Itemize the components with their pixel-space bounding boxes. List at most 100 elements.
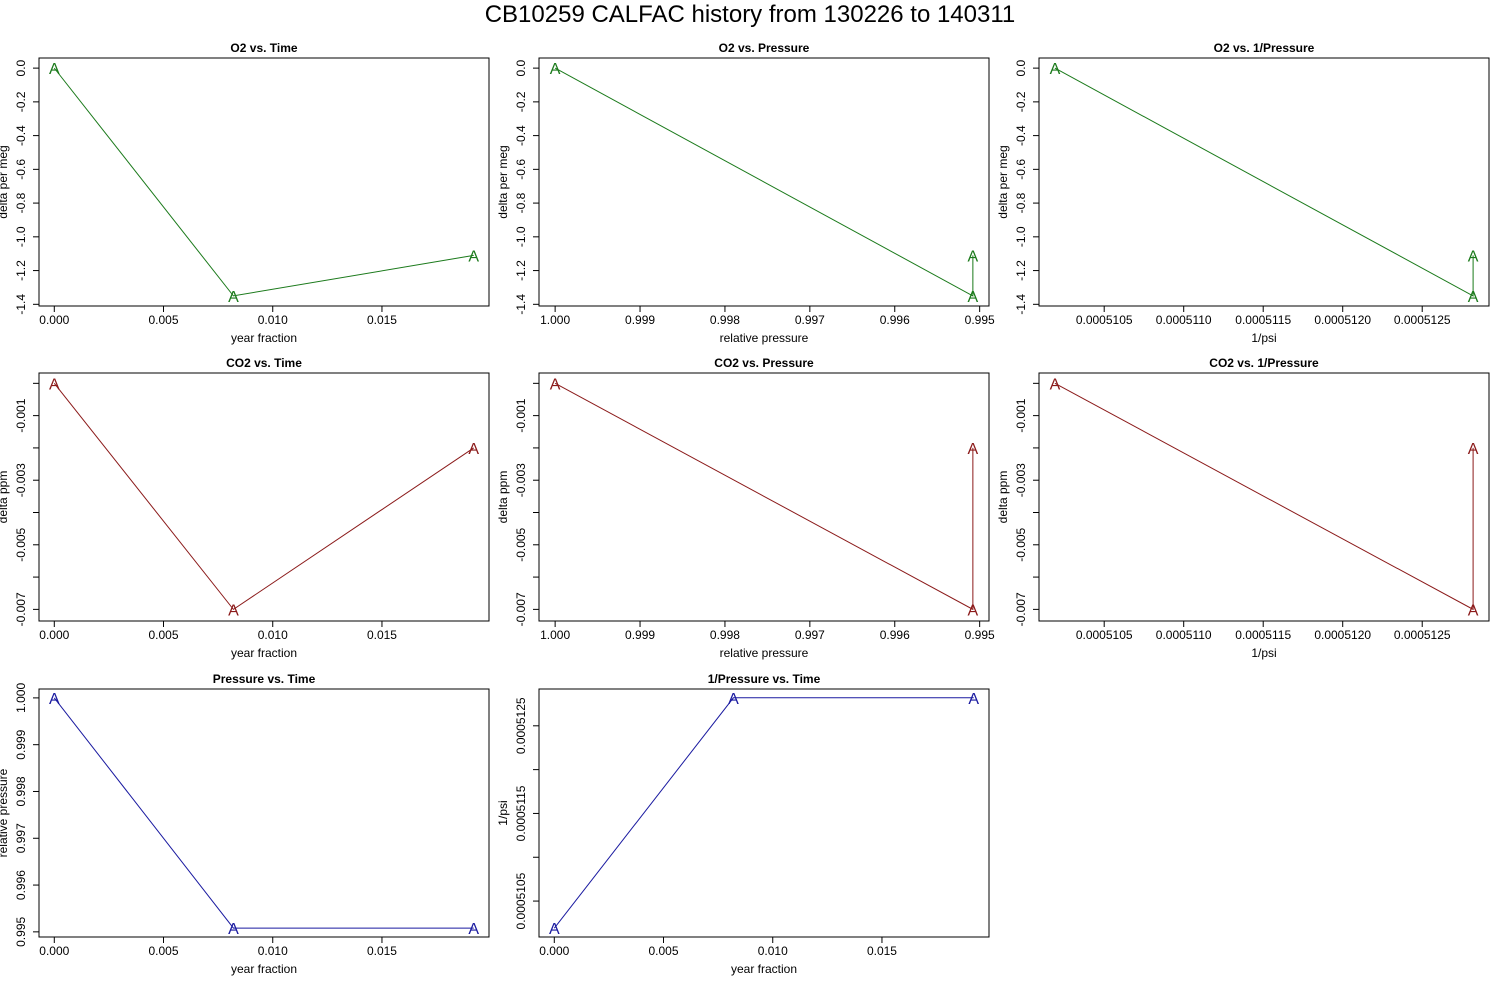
data-point: A [968, 602, 979, 619]
x-tick-label: 0.000 [39, 313, 69, 327]
x-tick-label: 0.010 [758, 944, 788, 958]
x-tick-label: 0.0005110 [1156, 628, 1212, 642]
y-tick-label: -0.003 [1014, 463, 1028, 497]
y-tick-label: -0.4 [1014, 125, 1028, 146]
x-axis-label: relative pressure [720, 331, 809, 345]
x-tick-label: 0.010 [258, 944, 288, 958]
x-tick-label: 0.015 [367, 628, 397, 642]
x-tick-label: 0.999 [625, 628, 655, 642]
y-tick-label: -0.8 [1014, 192, 1028, 213]
y-tick-label: -0.2 [514, 91, 528, 112]
x-tick-label: 0.015 [867, 944, 897, 958]
data-point: A [228, 289, 239, 306]
series-line [53, 67, 474, 297]
chart-title: CO2 vs. Time [226, 356, 302, 370]
x-tick-label: 0.998 [710, 313, 740, 327]
y-tick-label: 1.000 [14, 683, 28, 713]
y-tick-label: 0.998 [14, 776, 28, 806]
series-line [554, 382, 974, 611]
plot-frame [38, 372, 490, 622]
x-tick-label: 0.997 [795, 313, 825, 327]
chart-title: Pressure vs. Time [213, 672, 316, 686]
y-tick-label: -0.8 [14, 192, 28, 213]
y-axis-label: delta per meg [496, 145, 510, 218]
x-tick-label: 0.005 [148, 313, 178, 327]
chart-panel-1: O2 vs. Time 0.000 0.005 0.010 0.015 0.0 -0.2 -0… [0, 41, 490, 345]
x-tick-label: 0.997 [795, 628, 825, 642]
data-point: A [228, 602, 239, 619]
y-tick-label: -1.4 [514, 294, 528, 315]
y-tick-label: -1.0 [14, 226, 28, 247]
page-title: CB10259 CALFAC history from 130226 to 14… [484, 1, 1016, 28]
chart-panel-4: CO2 vs. Time 0.000 0.005 0.010 0.015 -0.001 -0… [0, 356, 490, 660]
x-tick-label: 0.0005110 [1156, 313, 1212, 327]
y-tick-label: -0.4 [14, 125, 28, 146]
y-tick-label: -1.0 [1014, 226, 1028, 247]
x-tick-label: 1.000 [540, 313, 570, 327]
y-axis-label: delta ppm [996, 471, 1010, 524]
y-tick-label: 0.0005125 [514, 697, 528, 754]
x-tick-label: 0.996 [880, 628, 910, 642]
series-line [553, 697, 974, 929]
y-tick-label: -0.2 [1014, 91, 1028, 112]
x-tick-label: 0.0005120 [1314, 313, 1371, 327]
y-tick-label: 0.0005115 [514, 785, 528, 841]
series-line [53, 697, 474, 929]
data-point: A [228, 921, 239, 938]
data-point: A [1468, 602, 1479, 619]
series-line [1054, 67, 1474, 297]
x-tick-label: 0.010 [258, 313, 288, 327]
y-axis-label: delta per meg [0, 145, 10, 218]
series-line [554, 67, 974, 297]
y-tick-label: -0.001 [514, 398, 528, 432]
chart-title: O2 vs. 1/Pressure [1214, 41, 1315, 55]
y-tick-label: 0.997 [14, 823, 28, 853]
y-tick-label: 0.0 [14, 59, 28, 76]
y-tick-label: -0.005 [514, 527, 528, 561]
data-point: A [49, 376, 60, 393]
data-point: A [1050, 61, 1061, 78]
plot-frame [538, 57, 990, 307]
y-tick-label: -0.6 [514, 159, 528, 180]
data-point: A [968, 441, 979, 458]
x-tick-label: 0.998 [710, 628, 740, 642]
chart-panel-6: CO2 vs. 1/Pressure 0.0005105 0.0005110 0.00… [996, 356, 1490, 660]
x-tick-label: 0.000 [539, 944, 569, 958]
data-point: A [468, 921, 479, 938]
data-point: A [49, 61, 60, 78]
x-tick-label: 0.0005105 [1076, 313, 1133, 327]
chart-panel-3: O2 vs. 1/Pressure 0.0005105 0.0005110 0.000… [996, 41, 1490, 345]
y-tick-label: -0.6 [14, 159, 28, 180]
series-line [53, 383, 474, 611]
data-point: A [968, 691, 979, 708]
y-axis-label: relative pressure [0, 768, 10, 857]
data-point: A [1050, 376, 1061, 393]
data-point: A [49, 691, 60, 708]
plot-frame [1038, 57, 1490, 307]
y-tick-label: -0.003 [514, 463, 528, 497]
data-point: A [728, 691, 739, 708]
x-axis-label: year fraction [231, 646, 297, 660]
plot-frame [538, 688, 990, 938]
y-tick-label: -0.007 [1014, 592, 1028, 626]
data-point: A [1468, 289, 1479, 306]
x-tick-label: 0.0005125 [1394, 313, 1451, 327]
chart-title: 1/Pressure vs. Time [708, 672, 821, 686]
x-axis-label: year fraction [231, 962, 297, 976]
data-point: A [968, 248, 979, 265]
y-tick-label: -0.005 [14, 527, 28, 561]
y-tick-label: 0.996 [14, 870, 28, 900]
x-axis-label: year fraction [731, 962, 797, 976]
y-tick-label: -0.001 [1014, 398, 1028, 432]
series-line [1054, 382, 1474, 611]
chart-panel-5: CO2 vs. Pressure 1.000 0.999 0.998 0.997 0.99… [496, 356, 995, 660]
data-point: A [550, 376, 561, 393]
x-tick-label: 0.0005120 [1314, 628, 1371, 642]
x-axis-label: 1/psi [1251, 331, 1276, 345]
y-tick-label: -1.2 [14, 260, 28, 281]
data-point: A [1468, 248, 1479, 265]
x-tick-label: 0.005 [148, 944, 178, 958]
chart-title: O2 vs. Time [230, 41, 297, 55]
chart-title: CO2 vs. Pressure [714, 356, 814, 370]
